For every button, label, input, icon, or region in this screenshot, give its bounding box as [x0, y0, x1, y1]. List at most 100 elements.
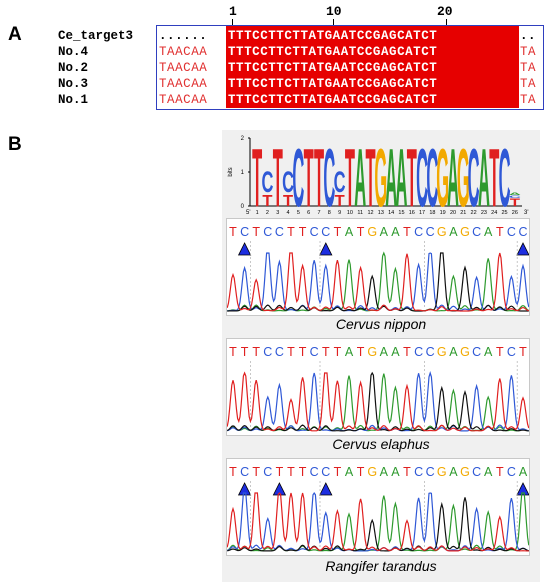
- logo-letter: C: [282, 166, 294, 199]
- base-call: C: [426, 225, 435, 239]
- logo-position-label: 9: [338, 210, 341, 216]
- base-call: C: [310, 345, 319, 359]
- logo-position-label: 13: [378, 210, 384, 216]
- base-call: C: [426, 465, 435, 479]
- panel-b-label: B: [8, 134, 22, 155]
- trace-G: [227, 497, 529, 552]
- base-call: T: [403, 345, 411, 359]
- base-call: T: [334, 345, 342, 359]
- base-call: C: [263, 225, 272, 239]
- base-call: C: [321, 465, 330, 479]
- base-call: A: [345, 465, 354, 479]
- ruler-position-1: 1: [229, 4, 237, 19]
- base-call: A: [519, 465, 528, 479]
- logo-letter: G: [436, 131, 449, 216]
- alignment-row-name: No.3: [58, 77, 89, 91]
- logo-position-label: 4: [287, 210, 290, 216]
- base-call: C: [507, 465, 516, 479]
- logo-position-label: 14: [388, 210, 394, 216]
- base-call: T: [229, 465, 237, 479]
- logo-position-label: 7: [317, 210, 320, 216]
- logo-position-label: 19: [440, 210, 446, 216]
- logo-position-label: 25: [501, 210, 507, 216]
- logo-letter: T: [489, 131, 499, 216]
- base-call: A: [484, 225, 493, 239]
- base-call: C: [414, 465, 423, 479]
- alignment-row-prefix: TAACAA: [159, 77, 208, 91]
- panel-a-label: A: [8, 24, 22, 45]
- base-call: A: [380, 345, 389, 359]
- base-call: T: [496, 465, 504, 479]
- base-call: C: [263, 465, 272, 479]
- base-call: C: [310, 225, 319, 239]
- base-call: T: [229, 225, 237, 239]
- variant-marker-icon: [516, 242, 530, 256]
- trace-G: [227, 252, 529, 312]
- alignment-row-suffix: TA: [520, 45, 537, 59]
- ruler-position-10: 10: [326, 4, 342, 19]
- logo-letter: T: [273, 131, 283, 216]
- base-call: A: [380, 225, 389, 239]
- base-call: G: [367, 345, 377, 359]
- logo-letter: G: [374, 131, 387, 216]
- base-call: C: [518, 225, 527, 239]
- base-call: A: [391, 465, 400, 479]
- logo-position-label: 20: [450, 210, 456, 216]
- alignment-row-core: TTTCCTTCTTATGAATCCGAGCATCT: [228, 45, 438, 59]
- ruler-position-20: 20: [437, 4, 453, 19]
- base-call: C: [507, 345, 516, 359]
- base-call: T: [334, 225, 342, 239]
- base-call: C: [472, 345, 481, 359]
- logo-position-label: 3: [276, 210, 279, 216]
- logo-position-label: 10: [347, 210, 353, 216]
- base-call: G: [437, 465, 447, 479]
- alignment-row-prefix: TAACAA: [159, 61, 208, 75]
- base-call: C: [472, 225, 481, 239]
- base-call: A: [391, 345, 400, 359]
- logo-letter: C: [323, 131, 335, 216]
- logo-letter: T: [345, 131, 355, 216]
- logo-letter: T: [304, 131, 314, 216]
- base-call: C: [472, 465, 481, 479]
- base-call: T: [496, 225, 504, 239]
- base-call: A: [345, 345, 354, 359]
- base-call: T: [276, 465, 284, 479]
- alignment-row-name: No.2: [58, 61, 89, 75]
- ruler-tick-1: [232, 19, 233, 25]
- logo-position-label: 15: [398, 210, 404, 216]
- logo-position-label: 12: [367, 210, 373, 216]
- logo-letter: C: [416, 131, 428, 216]
- base-call: T: [287, 225, 295, 239]
- base-call: T: [252, 465, 260, 479]
- logo-letter: T: [252, 131, 262, 216]
- base-call: A: [449, 345, 458, 359]
- trace-T: [226, 252, 529, 312]
- logo-position-label: 26: [512, 210, 518, 216]
- logo-letter: A: [478, 131, 490, 216]
- base-call: C: [263, 345, 272, 359]
- alignment-row-name: No.1: [58, 93, 89, 107]
- logo-sub-letter: T: [262, 192, 272, 210]
- logo-sub-letter: T: [335, 192, 345, 210]
- alignment-row-prefix: ......: [159, 29, 208, 43]
- base-call: C: [240, 465, 249, 479]
- base-call: T: [519, 345, 527, 359]
- logo-position-label: 6: [307, 210, 310, 216]
- logo-position-label: 1: [256, 210, 259, 216]
- base-call: A: [345, 225, 354, 239]
- base-call: T: [299, 225, 307, 239]
- alignment-row-prefix: TAACAA: [159, 93, 208, 107]
- alignment-row-core: TTTCCTTCTTATGAATCCGAGCATCT: [228, 93, 438, 107]
- base-call: A: [449, 225, 458, 239]
- base-call: T: [299, 345, 307, 359]
- base-call: T: [403, 225, 411, 239]
- base-call: C: [275, 345, 284, 359]
- base-call: T: [287, 345, 295, 359]
- base-call: G: [437, 345, 447, 359]
- base-call: G: [460, 345, 470, 359]
- logo-position-label: 2: [266, 210, 269, 216]
- base-call: T: [252, 345, 260, 359]
- base-call: T: [357, 345, 365, 359]
- alignment-row-suffix: TA: [520, 61, 537, 75]
